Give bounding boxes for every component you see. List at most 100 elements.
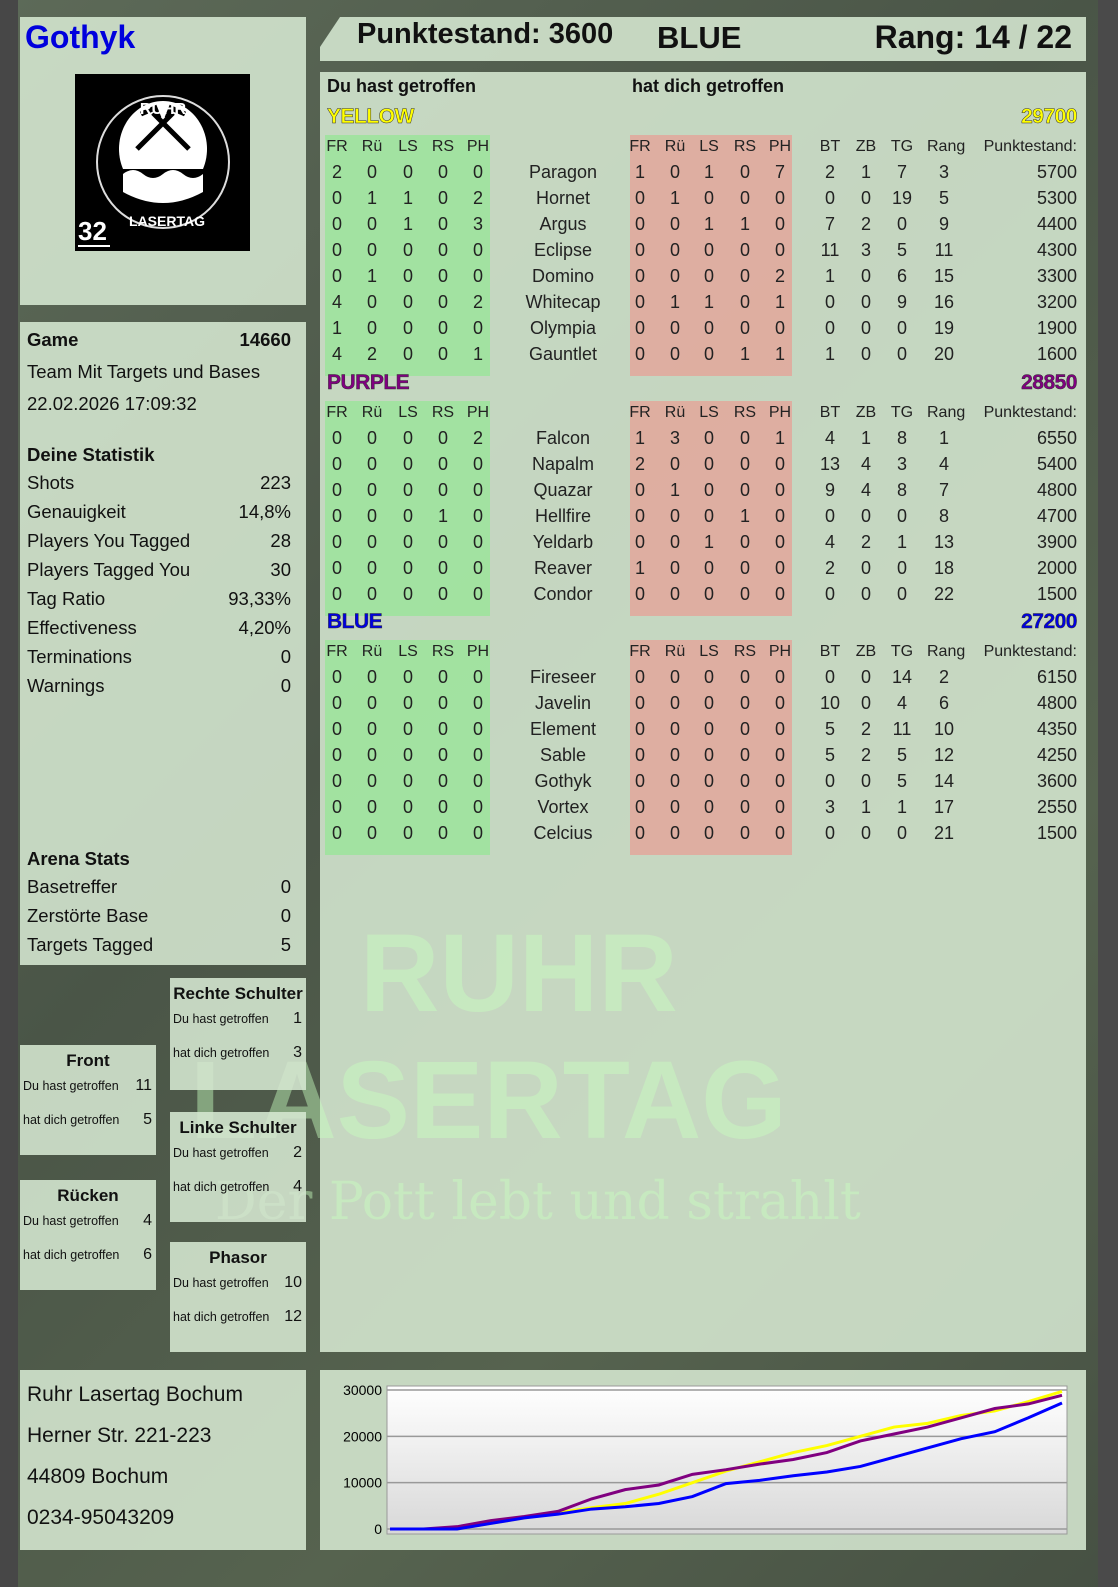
you-hit-count: 0 xyxy=(437,584,448,604)
you-hit-count: 2 xyxy=(472,292,483,312)
player-points: 3600 xyxy=(1036,771,1077,791)
you-hit-count: 0 xyxy=(437,480,448,500)
you-hit-count: 0 xyxy=(402,532,413,552)
stat-row: Players You Tagged 28 xyxy=(27,530,291,552)
col-header-1: Rü xyxy=(664,643,686,660)
stat-rang: 1 xyxy=(938,428,949,448)
game-id: 14660 xyxy=(239,329,291,350)
you-hit-count: 0 xyxy=(402,771,413,791)
player-points: 5700 xyxy=(1036,162,1077,182)
player-points: 3300 xyxy=(1036,266,1077,286)
stat-bt: 0 xyxy=(824,292,835,312)
header-rank: Rang: 14 / 22 xyxy=(874,19,1072,55)
stat-zb: 1 xyxy=(860,797,871,817)
hit-you-count: 0 xyxy=(774,719,785,739)
stat-zb: 0 xyxy=(860,584,871,604)
you-hit-count: 0 xyxy=(472,240,483,260)
col-header-points: Punktestand: xyxy=(983,138,1077,155)
hit-you-count: 0 xyxy=(739,428,750,448)
zone-hit-you-label: hat dich getroffen xyxy=(23,1248,120,1262)
hit-you-count: 1 xyxy=(634,558,645,578)
you-hit-count: 0 xyxy=(331,266,342,286)
stat-label: Shots xyxy=(27,472,75,493)
col-header-2: LS xyxy=(699,138,719,155)
header-team: BLUE xyxy=(657,20,742,55)
you-hit-count: 0 xyxy=(366,797,377,817)
you-hit-count: 4 xyxy=(331,344,342,364)
stat-value: 0 xyxy=(280,675,291,696)
you-hit-count: 0 xyxy=(331,797,342,817)
player-row: 0 0 0 0 0 Eclipse 0 0 0 0 0 11 3 5 11 4300 xyxy=(320,240,1086,266)
hit-you-count: 0 xyxy=(669,454,680,474)
hit-you-count: 1 xyxy=(703,214,714,234)
you-hit-count: 0 xyxy=(437,266,448,286)
stat-label: Basetreffer xyxy=(27,876,118,897)
col-header-1: Rü xyxy=(361,643,383,660)
zone-you-hit-row: Du hast getroffen 4 xyxy=(23,1212,152,1230)
team-score: 29700 xyxy=(1021,105,1078,129)
player-name: Vortex xyxy=(537,797,589,817)
player-name: Hornet xyxy=(535,188,591,208)
stat-tg: 1 xyxy=(896,532,907,552)
hit-you-count: 0 xyxy=(739,667,750,687)
stat-rang: 10 xyxy=(933,719,955,739)
player-name: Paragon xyxy=(528,162,598,182)
player-points: 2000 xyxy=(1036,558,1077,578)
hit-you-count: 0 xyxy=(703,266,714,286)
stat-value: 93,33% xyxy=(228,588,291,609)
player-points: 4250 xyxy=(1036,745,1077,765)
you-hit-count: 0 xyxy=(472,667,483,687)
hit-you-count: 0 xyxy=(669,532,680,552)
you-hit-heading: Du hast getroffen xyxy=(327,76,477,96)
stat-row: Players Tagged You 30 xyxy=(27,559,291,581)
hit-you-count: 1 xyxy=(774,428,785,448)
zone-title: Front xyxy=(66,1051,110,1070)
stat-rang: 2 xyxy=(938,667,949,687)
hit-you-count: 0 xyxy=(739,771,750,791)
you-hit-count: 1 xyxy=(366,266,377,286)
stat-tg: 0 xyxy=(896,214,907,234)
hit-you-count: 0 xyxy=(703,558,714,578)
col-header-stat: ZB xyxy=(855,404,877,421)
you-hit-count: 0 xyxy=(402,584,413,604)
stat-value: 0 xyxy=(280,876,291,897)
you-hit-count: 0 xyxy=(402,667,413,687)
player-row: 0 0 0 0 0 Reaver 1 0 0 0 0 2 0 0 18 2000 xyxy=(320,558,1086,584)
stat-tg: 3 xyxy=(896,454,907,474)
y-tick-label: 0 xyxy=(374,1521,382,1537)
hit-you-count: 1 xyxy=(739,214,750,234)
hit-you-count: 0 xyxy=(634,719,645,739)
stat-tg: 5 xyxy=(896,240,907,260)
you-hit-count: 0 xyxy=(366,292,377,312)
hit-you-count: 0 xyxy=(739,266,750,286)
you-hit-count: 0 xyxy=(331,480,342,500)
you-hit-count: 0 xyxy=(472,693,483,713)
you-hit-count: 0 xyxy=(366,162,377,182)
hit-you-count: 0 xyxy=(634,188,645,208)
col-header-3: RS xyxy=(733,404,757,421)
address-line: 0234-95043209 xyxy=(27,1506,175,1529)
stat-rang: 5 xyxy=(938,188,949,208)
you-hit-block xyxy=(325,135,490,376)
you-hit-count: 0 xyxy=(331,188,342,208)
you-hit-count: 0 xyxy=(402,823,413,843)
series-line-2 xyxy=(390,1401,1063,1531)
you-hit-count: 0 xyxy=(366,214,377,234)
you-hit-count: 0 xyxy=(331,745,342,765)
stat-label: Warnings xyxy=(27,675,105,696)
player-points: 1500 xyxy=(1036,584,1077,604)
you-hit-count: 3 xyxy=(472,214,483,234)
hit-you-count: 0 xyxy=(703,240,714,260)
hit-you-count: 0 xyxy=(703,745,714,765)
you-hit-count: 0 xyxy=(402,428,413,448)
hit-you-count: 0 xyxy=(774,318,785,338)
hit-you-count: 0 xyxy=(634,266,645,286)
series-line-1 xyxy=(390,1393,1063,1531)
player-row: 0 0 0 0 0 Gothyk 0 0 0 0 0 0 0 5 14 3600 xyxy=(320,771,1086,797)
hit-you-count: 0 xyxy=(634,797,645,817)
zone-hit-you-value: 6 xyxy=(143,1246,152,1263)
stat-value: 0 xyxy=(280,646,291,667)
game-row: Game 14660 xyxy=(27,329,291,351)
zone-you-hit-value: 11 xyxy=(135,1077,152,1094)
stat-bt: 13 xyxy=(819,454,841,474)
